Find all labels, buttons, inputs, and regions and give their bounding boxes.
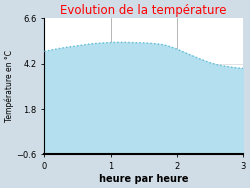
Title: Evolution de la température: Evolution de la température [60, 4, 227, 17]
Y-axis label: Température en °C: Température en °C [4, 50, 14, 122]
X-axis label: heure par heure: heure par heure [99, 174, 188, 184]
